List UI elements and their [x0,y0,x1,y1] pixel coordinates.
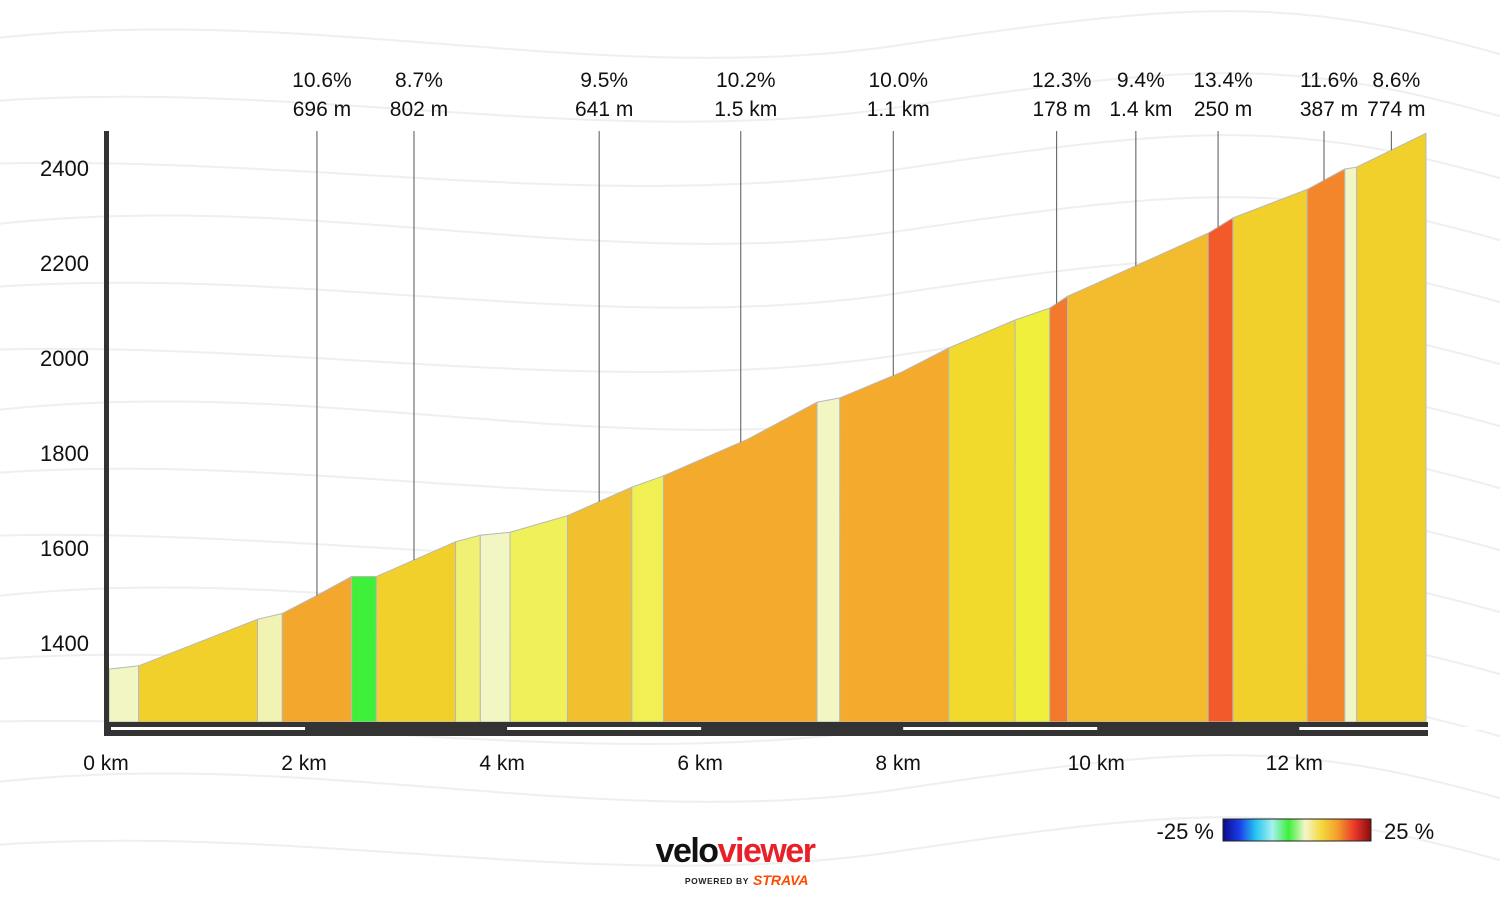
logo-wordmark: veloviewer [656,832,816,870]
y-tick-label-1600: 1600 [40,536,89,561]
annotation-length-7: 1.4 km [1109,98,1172,121]
grade-segment-7 [455,534,481,723]
contour-line [0,72,1500,123]
annotation-grade-5: 10.0% [868,69,928,92]
grade-segment-13 [816,397,841,723]
grade-segment-20 [1232,188,1308,723]
grade-segment-19 [1207,217,1234,723]
grade-segment-22 [1344,166,1358,723]
x-tick-label-12: 12 km [1266,752,1323,775]
x-axis-distance-stripe [1299,727,1494,730]
x-axis-bar [104,722,1428,736]
annotation-grade-1: 10.6% [292,69,352,92]
climb-annotations: 10.6% 696 m 8.7% 802 m 9.5% 641 m 10.2% 1.5 km 1… [292,69,1426,596]
grade-segment-21 [1306,168,1346,723]
annotation-grade-10: 8.6% [1372,69,1420,92]
grade-segment-16 [1014,307,1051,723]
contour-line [0,754,1500,803]
y-axis-line [104,131,109,726]
logo-strava: STRAVA [753,872,808,888]
annotation-length-2: 802 m [390,98,448,121]
x-axis-distance-stripe [507,727,702,730]
x-tick-label-2: 2 km [281,752,327,775]
annotation-length-5: 1.1 km [867,98,930,121]
annotation-length-4: 1.5 km [714,98,777,121]
grade-legend: -25 % 25 % [1157,818,1434,844]
x-tick-label-10: 10 km [1068,752,1125,775]
annotation-length-1: 696 m [293,98,351,121]
grade-segment-6 [375,541,457,723]
grade-segment-10 [566,486,633,723]
annotation-length-6: 178 m [1032,98,1090,121]
annotation-grade-2: 8.7% [395,69,443,92]
legend-color-bar [1222,818,1372,842]
grade-segment-3 [256,612,283,723]
contour-line [0,10,1500,59]
annotation-grade-9: 11.6% [1300,69,1358,92]
x-axis-distance-stripe [903,727,1098,730]
annotation-grade-7: 9.4% [1117,69,1165,92]
y-tick-label-2400: 2400 [40,156,89,181]
annotation-grade-3: 9.5% [580,69,628,92]
logo-viewer-text: viewer [718,832,816,870]
grade-segment-2 [138,618,259,723]
annotation-length-3: 641 m [575,98,633,121]
annotation-length-9: 387 m [1300,98,1358,121]
annotation-grade-8: 13.4% [1193,69,1253,92]
ticks: 1400 1600 1800 2000 2200 2400 0 km 2 km 4 km 6 km… [40,156,1323,775]
legend-max-label: 25 % [1384,819,1434,844]
x-tick-label-6: 6 km [677,752,723,775]
grade-segment-17 [1049,295,1069,723]
x-tick-label-4: 4 km [479,752,525,775]
grade-segment-23 [1356,132,1427,723]
grade-segment-18 [1066,232,1209,723]
contour-line [0,134,1500,187]
grade-segment-14 [839,347,950,723]
annotation-length-8: 250 m [1194,98,1252,121]
grade-segment-8 [479,531,511,723]
annotation-length-10: 774 m [1367,98,1425,121]
grade-segments [108,132,1427,723]
y-tick-label-2000: 2000 [40,346,89,371]
grade-segment-1 [108,665,140,723]
legend-min-label: -25 % [1157,819,1214,844]
logo-powered-by: POWERED BY [685,876,749,886]
grade-segment-5 [351,576,377,723]
x-tick-label-0: 0 km [83,752,129,775]
y-tick-label-2200: 2200 [40,251,89,276]
grade-segment-4 [281,575,353,723]
annotation-grade-4: 10.2% [716,69,776,92]
y-tick-label-1800: 1800 [40,441,89,466]
logo-velo-text: velo [656,832,719,870]
grade-segment-9 [509,515,569,723]
grade-segment-11 [631,475,665,723]
x-axis-distance-stripe [111,727,306,730]
veloviewer-logo: veloviewer POWERED BY STRAVA [656,832,818,888]
y-tick-label-1400: 1400 [40,631,89,656]
axes [104,131,1494,736]
x-tick-label-8: 8 km [875,752,921,775]
annotation-grade-6: 12.3% [1032,69,1092,92]
grade-segment-15 [948,319,1016,723]
grade-segment-12 [662,401,818,723]
